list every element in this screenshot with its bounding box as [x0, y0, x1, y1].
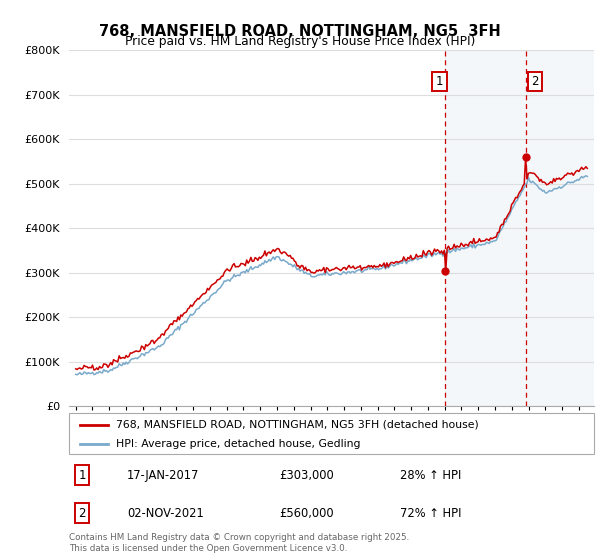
Text: 02-NOV-2021: 02-NOV-2021 — [127, 507, 203, 520]
Text: 17-JAN-2017: 17-JAN-2017 — [127, 469, 199, 482]
Text: 1: 1 — [79, 469, 86, 482]
Text: 72% ↑ HPI: 72% ↑ HPI — [400, 507, 461, 520]
FancyBboxPatch shape — [69, 413, 594, 454]
Text: 2: 2 — [79, 507, 86, 520]
Text: 28% ↑ HPI: 28% ↑ HPI — [400, 469, 461, 482]
Bar — [445, 50, 596, 406]
Text: HPI: Average price, detached house, Gedling: HPI: Average price, detached house, Gedl… — [116, 438, 361, 449]
Text: 1: 1 — [436, 75, 443, 88]
Text: Price paid vs. HM Land Registry's House Price Index (HPI): Price paid vs. HM Land Registry's House … — [125, 35, 475, 48]
Text: Contains HM Land Registry data © Crown copyright and database right 2025.
This d: Contains HM Land Registry data © Crown c… — [69, 533, 409, 553]
Text: 768, MANSFIELD ROAD, NOTTINGHAM, NG5 3FH (detached house): 768, MANSFIELD ROAD, NOTTINGHAM, NG5 3FH… — [116, 419, 479, 430]
Text: £303,000: £303,000 — [279, 469, 334, 482]
Text: £560,000: £560,000 — [279, 507, 334, 520]
Text: 2: 2 — [532, 75, 539, 88]
Text: 768, MANSFIELD ROAD, NOTTINGHAM, NG5  3FH: 768, MANSFIELD ROAD, NOTTINGHAM, NG5 3FH — [99, 24, 501, 39]
